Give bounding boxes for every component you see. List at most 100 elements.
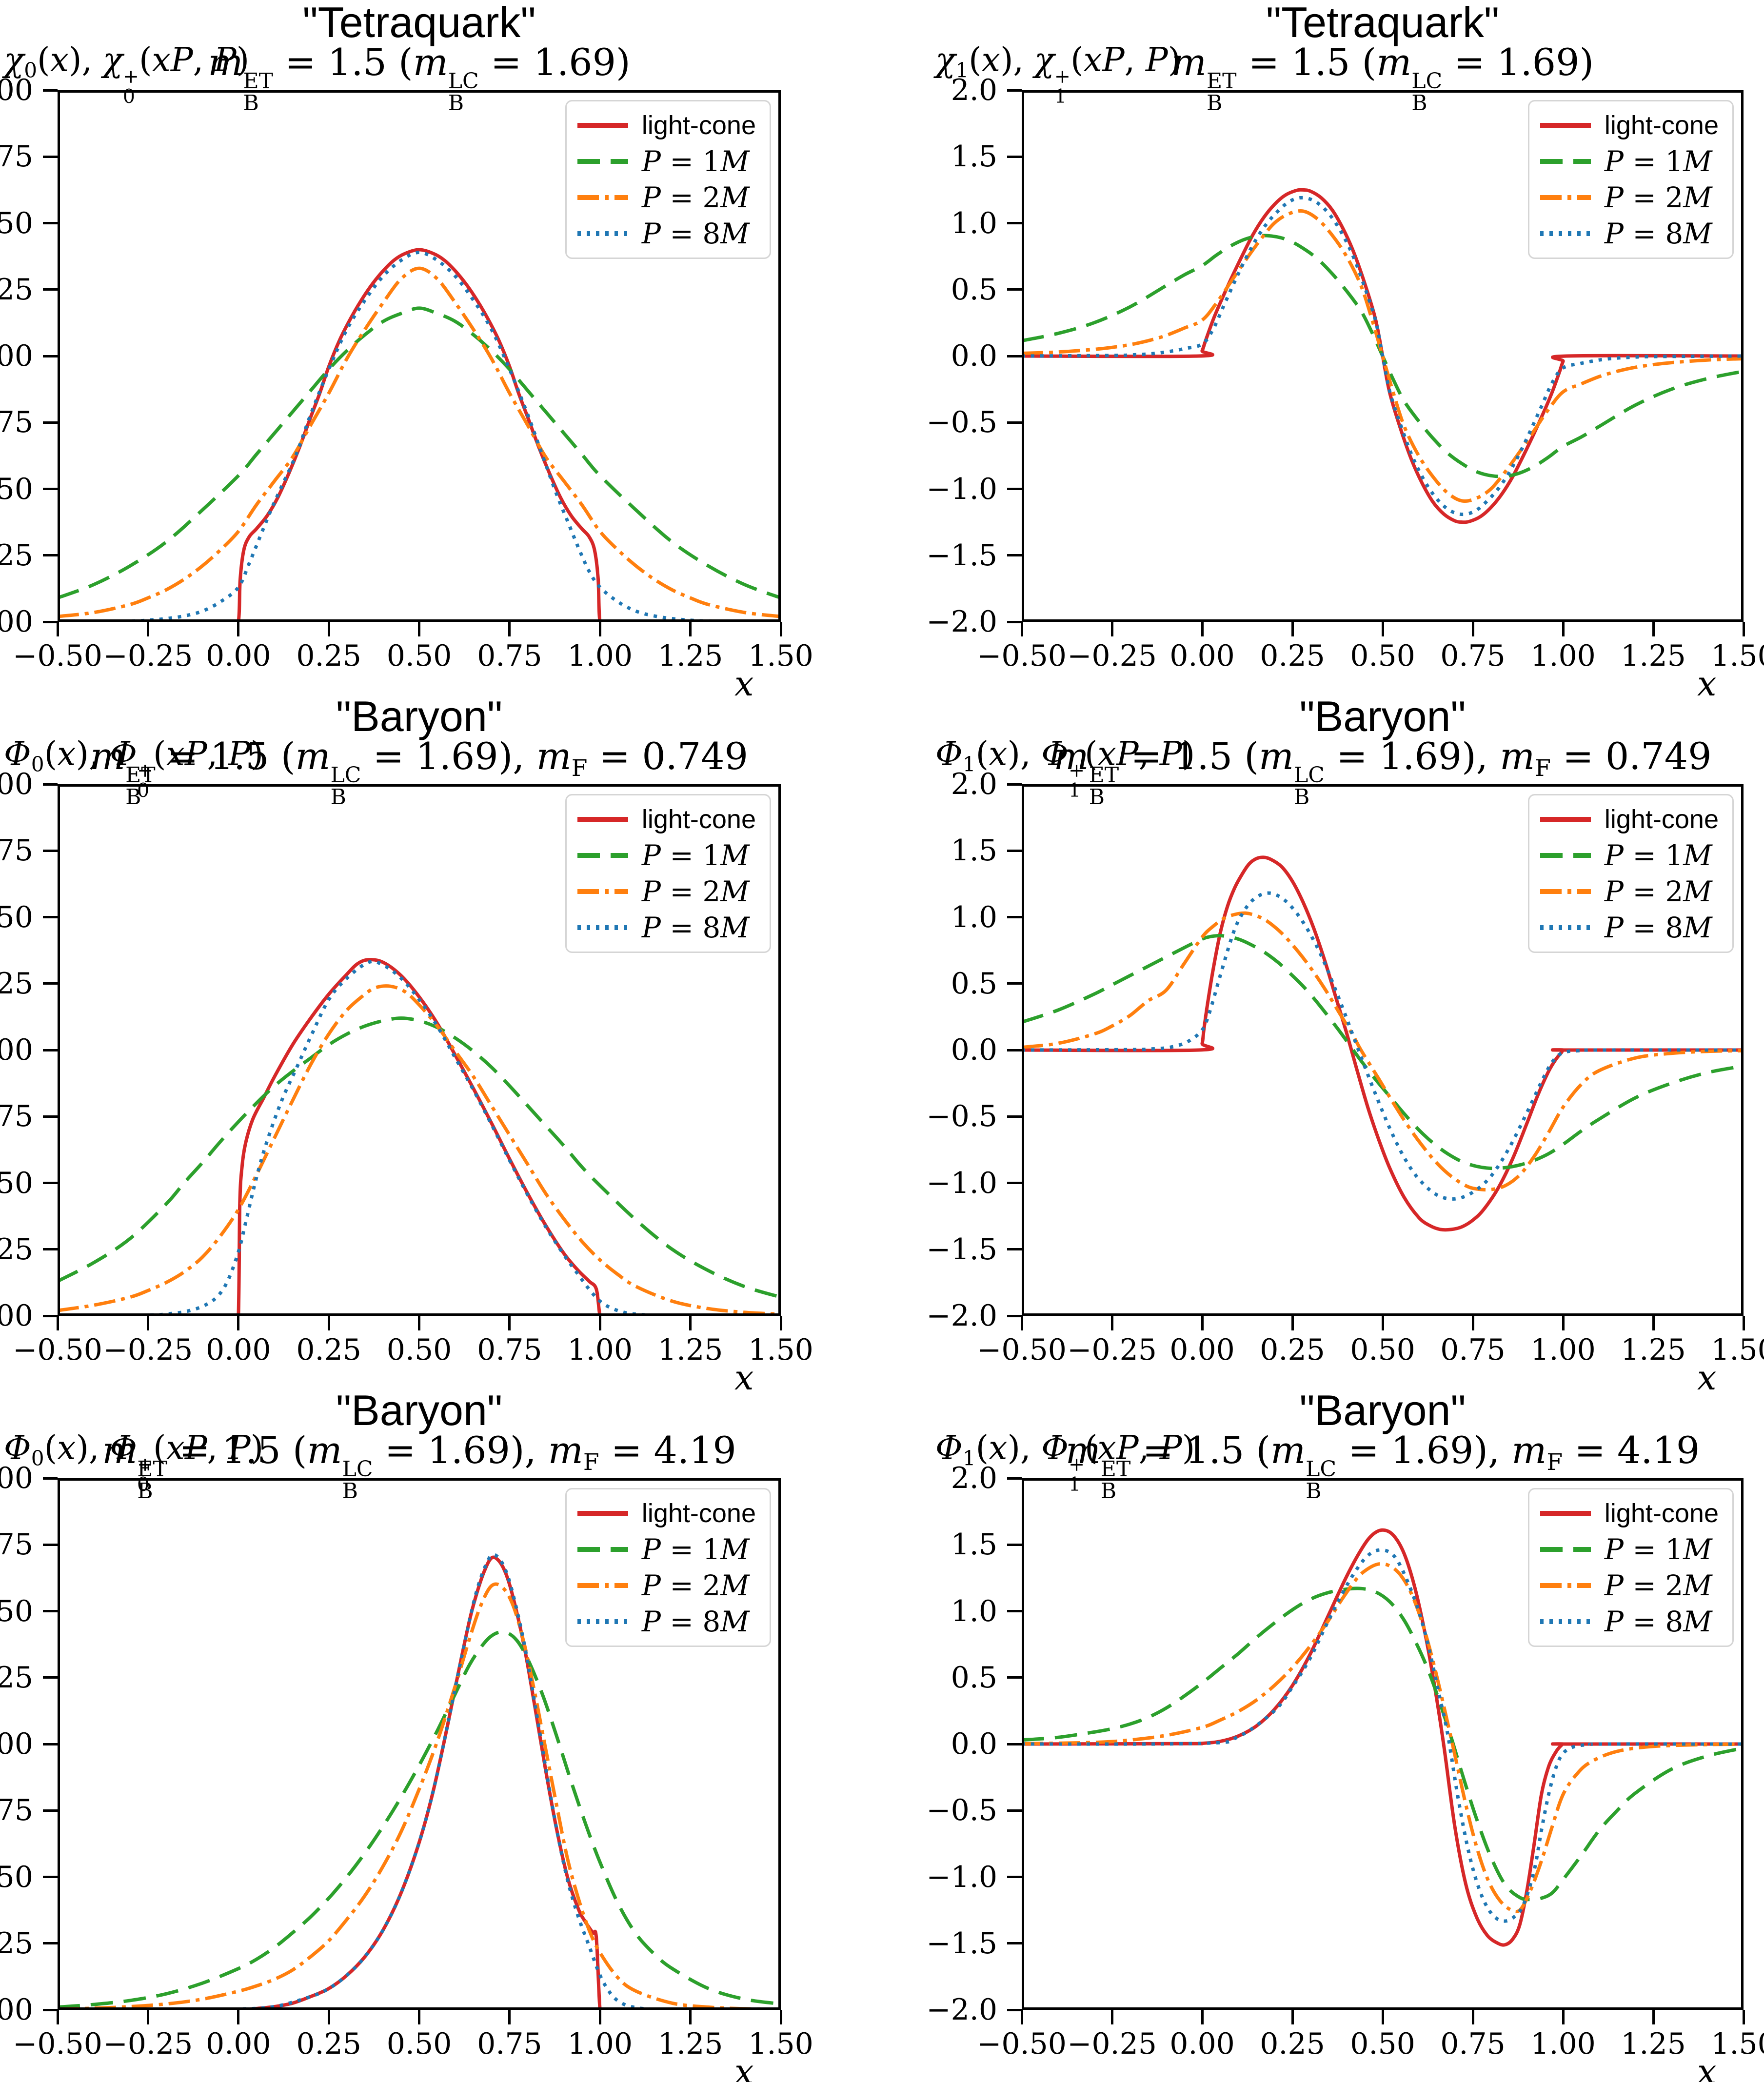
y-tick-label: 1.50 xyxy=(0,206,33,240)
legend-entry-label: P = 1M xyxy=(1604,1533,1712,1566)
curves-area xyxy=(58,784,781,1316)
plot-subtitle: m ET B = 1.5 (m LC B = 1.69), mF = 4.19 xyxy=(102,1428,736,1504)
y-tick xyxy=(43,2008,58,2011)
plot-area: light-cone P = 1M P = 2M P = 8M xyxy=(58,90,781,622)
x-tick-label: 0.25 xyxy=(296,2027,361,2061)
x-tick-label: 0.00 xyxy=(205,1333,271,1367)
x-tick-label: 1.00 xyxy=(567,639,633,673)
x-tick-label: 1.00 xyxy=(1530,2027,1596,2061)
axes-spines xyxy=(58,90,781,622)
legend-entry-label: P = 2M xyxy=(1604,875,1712,908)
y-tick xyxy=(43,1942,58,1945)
x-tick xyxy=(1742,622,1745,636)
legend-entry-label: P = 2M xyxy=(641,1569,750,1602)
y-tick xyxy=(1007,620,1022,623)
legend-entry-label: light-cone xyxy=(641,1499,756,1528)
y-tick-label: 0.75 xyxy=(0,405,33,440)
x-tick-label: −0.50 xyxy=(977,2027,1067,2061)
sup-sub-stack: ET B xyxy=(125,763,156,810)
x-tick xyxy=(1471,1316,1474,1330)
sup-sub-stack: ET B xyxy=(137,1457,167,1504)
sup-sub-stack: LC B xyxy=(1411,69,1443,116)
legend-line-sample xyxy=(577,925,628,930)
y-tick xyxy=(43,849,58,852)
y-tick-label: 2.0 xyxy=(951,1461,997,1495)
plot-subtitle: m ET B = 1.5 (m LC B = 1.69) xyxy=(208,40,631,116)
sup-sub-stack: LC B xyxy=(330,763,361,810)
y-tick-label: 1.0 xyxy=(951,900,997,934)
y-tick-label: 2.0 xyxy=(951,767,997,801)
curve-light-cone xyxy=(58,248,781,622)
legend-entry-P-2M: P = 2M xyxy=(577,875,756,908)
x-tick-label: −0.25 xyxy=(103,639,193,673)
x-tick xyxy=(779,1316,782,1330)
curve-P-1M xyxy=(58,306,781,600)
x-axis-label: x xyxy=(1697,664,1717,704)
plot-title: "Tetraquark" xyxy=(1266,0,1500,46)
plot-area: light-cone P = 1M P = 2M P = 8M xyxy=(1022,1478,1744,2010)
x-tick xyxy=(1381,622,1384,636)
y-tick xyxy=(1007,982,1022,985)
x-tick-label: 1.00 xyxy=(1530,639,1596,673)
y-tick-label: −1.0 xyxy=(926,1860,997,1894)
x-tick xyxy=(327,2010,330,2024)
x-tick-label: 1.50 xyxy=(748,1333,813,1367)
y-tick xyxy=(1007,1610,1022,1612)
x-tick xyxy=(56,1316,59,1330)
x-axis-label: x xyxy=(734,2052,754,2082)
curve-P-8M xyxy=(58,250,781,622)
x-tick-label: −0.50 xyxy=(13,2027,102,2061)
legend-line-sample xyxy=(1540,123,1591,128)
legend-entry-label: P = 8M xyxy=(641,217,750,250)
curve-P-8M xyxy=(58,959,781,1316)
x-tick-label: 0.50 xyxy=(1350,2027,1415,2061)
y-tick xyxy=(43,783,58,786)
y-tick xyxy=(1007,1876,1022,1878)
x-tick xyxy=(146,2010,149,2024)
y-tick-label: 0.5 xyxy=(951,966,997,1001)
legend-entry-label: P = 8M xyxy=(641,1605,750,1638)
legend-entry-label: P = 8M xyxy=(641,911,750,944)
legend-line-sample xyxy=(577,1619,628,1624)
x-tick-label: −0.50 xyxy=(13,1333,102,1367)
legend-entry-P-8M: P = 8M xyxy=(577,1606,756,1638)
curve-P-8M xyxy=(1022,1548,1744,1923)
plot-subtitle: m ET B = 1.5 (m LC B = 1.69) xyxy=(1171,40,1594,116)
x-tick-label: −0.25 xyxy=(1067,1333,1157,1367)
y-tick-label: 0.5 xyxy=(951,272,997,307)
curve-P-8M xyxy=(1022,891,1744,1201)
y-tick-label: 0.00 xyxy=(0,1299,33,1333)
y-tick xyxy=(43,488,58,490)
y-tick-label: 0.25 xyxy=(0,1926,33,1961)
x-tick-label: −0.25 xyxy=(1067,639,1157,673)
x-tick xyxy=(779,2010,782,2024)
y-tick-label: −2.0 xyxy=(926,1299,997,1333)
x-tick xyxy=(1742,2010,1745,2024)
y-tick-label: −1.5 xyxy=(926,1232,997,1267)
plot-subtitle: m ET B = 1.5 (m LC B = 1.69), mF = 0.749 xyxy=(1053,734,1712,810)
legend-entry-P-1M: P = 1M xyxy=(577,145,756,178)
y-tick xyxy=(43,1314,58,1317)
legend-entry-light-cone: light-cone xyxy=(1540,109,1719,141)
curves-svg xyxy=(58,1478,781,2010)
x-tick xyxy=(327,1316,330,1330)
legend-line-sample xyxy=(1540,159,1591,164)
sup-sub-stack: +0 xyxy=(122,65,139,108)
legend: light-cone P = 1M P = 2M P = 8M xyxy=(1527,100,1734,259)
x-tick xyxy=(508,1316,511,1330)
curve-P-1M xyxy=(1022,1586,1744,1902)
y-tick-label: 1.75 xyxy=(0,1527,33,1562)
legend: light-cone P = 1M P = 2M P = 8M xyxy=(565,100,771,259)
x-tick-label: 0.75 xyxy=(1440,2027,1506,2061)
x-axis-label: x xyxy=(1697,1358,1717,1398)
sup-sub-stack: LC B xyxy=(448,69,479,116)
curve-P-2M xyxy=(1022,209,1744,503)
legend-entry-P-1M: P = 1M xyxy=(577,1533,756,1566)
y-tick-label: 1.5 xyxy=(951,1527,997,1562)
y-tick-label: 0.25 xyxy=(0,1232,33,1267)
legend-entry-label: P = 1M xyxy=(1604,839,1712,872)
legend-entry-P-2M: P = 2M xyxy=(1540,875,1719,908)
legend-entry-P-1M: P = 1M xyxy=(1540,839,1719,872)
legend-line-sample xyxy=(577,889,628,894)
plot-title: "Baryon" xyxy=(336,692,503,740)
